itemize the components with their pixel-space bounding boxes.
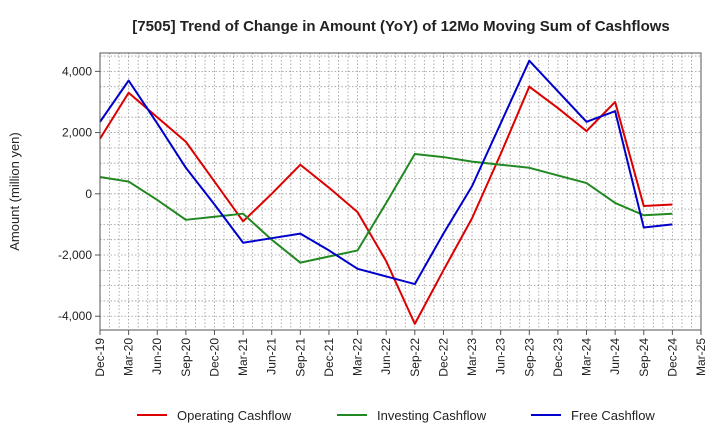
x-tick-label: Jun-23	[494, 338, 508, 375]
x-tick-label: Sep-24	[637, 338, 651, 377]
x-tick-label: Mar-22	[351, 338, 365, 376]
x-tick-label: Mar-20	[122, 338, 136, 376]
x-tick-label: Dec-20	[207, 338, 221, 377]
x-tick-label: Dec-24	[665, 338, 679, 377]
grid-layer	[100, 53, 701, 330]
series-line-investing-cashflow	[99, 153, 673, 264]
series-layer	[99, 59, 673, 325]
legend-label-free-cashflow: Free Cashflow	[571, 408, 655, 423]
x-tick-label: Sep-22	[408, 338, 422, 377]
x-tick-label: Mar-21	[236, 338, 250, 376]
x-tick-label: Dec-19	[93, 338, 107, 377]
legend-label-investing-cashflow: Investing Cashflow	[377, 408, 487, 423]
x-tick-label: Mar-24	[580, 338, 594, 376]
y-axis-label: Amount (million yen)	[7, 132, 22, 251]
legend: Operating Cashflow Investing Cashflow Free…	[137, 408, 655, 423]
x-tick-label: Sep-20	[179, 338, 193, 377]
plot-frame	[99, 52, 702, 331]
x-tick-label: Sep-21	[293, 338, 307, 377]
x-tick-label: Jun-22	[379, 338, 393, 375]
y-tick-label: 4,000	[62, 64, 92, 78]
y-tick-label: 0	[85, 187, 92, 201]
y-tick-label: 2,000	[62, 126, 92, 140]
x-tick-label: Dec-22	[436, 338, 450, 377]
x-tick-label: Dec-21	[322, 338, 336, 377]
y-tick-label: -4,000	[58, 309, 92, 323]
x-tick-label: Jun-24	[608, 338, 622, 375]
x-tick-label: Jun-21	[265, 338, 279, 375]
y-tick-label: -2,000	[58, 248, 92, 262]
x-tick-label: Sep-23	[522, 338, 536, 377]
chart-title: [7505] Trend of Change in Amount (YoY) o…	[132, 18, 670, 35]
x-tick-label: Jun-20	[150, 338, 164, 375]
x-tick-label: Mar-25	[694, 338, 708, 376]
series-line-operating-cashflow	[99, 85, 673, 325]
legend-label-operating-cashflow: Operating Cashflow	[177, 408, 292, 423]
tick-layer: -4,000 -2,000 0 2,000 4,000 Dec-19 Mar-20 Jun-2…	[58, 64, 708, 376]
x-tick-label: Dec-23	[551, 338, 565, 377]
x-tick-label: Mar-23	[465, 338, 479, 376]
series-line-free-cashflow	[99, 59, 673, 286]
